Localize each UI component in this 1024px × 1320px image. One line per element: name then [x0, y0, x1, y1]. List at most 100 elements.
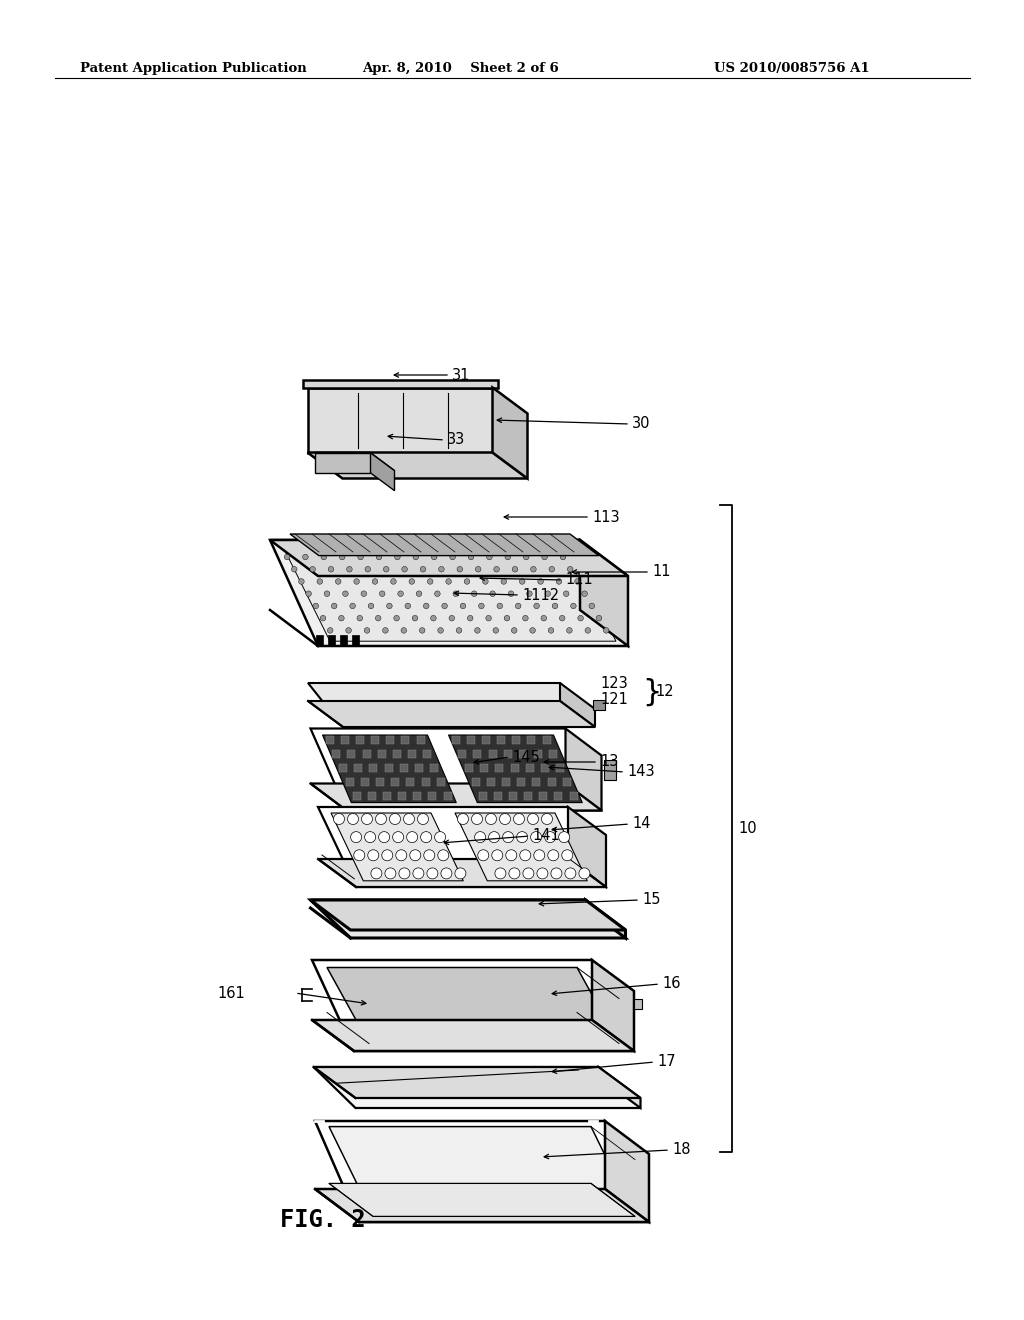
Circle shape: [390, 578, 396, 585]
Bar: [472, 779, 480, 787]
Circle shape: [488, 832, 500, 842]
Bar: [519, 750, 527, 758]
Polygon shape: [331, 813, 463, 880]
Text: 18: 18: [672, 1143, 690, 1158]
Text: 30: 30: [632, 417, 650, 432]
Polygon shape: [586, 900, 626, 939]
Circle shape: [549, 566, 555, 572]
Circle shape: [574, 578, 581, 585]
Circle shape: [506, 850, 517, 861]
Polygon shape: [592, 960, 634, 1051]
Bar: [504, 750, 512, 758]
Bar: [488, 750, 497, 758]
Text: 31: 31: [452, 367, 470, 383]
Bar: [417, 737, 425, 744]
Circle shape: [339, 554, 345, 560]
Polygon shape: [312, 960, 634, 1051]
Bar: [368, 792, 376, 800]
Bar: [354, 764, 362, 772]
Circle shape: [401, 627, 407, 634]
Circle shape: [357, 615, 362, 620]
Circle shape: [395, 850, 407, 861]
Circle shape: [387, 603, 392, 609]
Bar: [430, 764, 438, 772]
Circle shape: [329, 566, 334, 572]
Circle shape: [585, 627, 591, 634]
Polygon shape: [593, 700, 605, 710]
Text: 141: 141: [532, 829, 560, 843]
Bar: [452, 737, 460, 744]
Circle shape: [339, 615, 344, 620]
Bar: [391, 779, 399, 787]
Circle shape: [548, 627, 554, 634]
Circle shape: [450, 554, 456, 560]
Circle shape: [552, 603, 558, 609]
Bar: [543, 737, 551, 744]
Polygon shape: [327, 968, 618, 1044]
Bar: [556, 764, 564, 772]
Circle shape: [413, 615, 418, 620]
Circle shape: [520, 850, 530, 861]
Circle shape: [416, 591, 422, 597]
Circle shape: [475, 832, 485, 842]
Circle shape: [495, 869, 506, 879]
Bar: [532, 779, 541, 787]
Circle shape: [492, 850, 503, 861]
Circle shape: [361, 813, 373, 825]
Circle shape: [350, 603, 355, 609]
Bar: [378, 750, 386, 758]
Bar: [527, 737, 536, 744]
Circle shape: [325, 591, 330, 597]
Circle shape: [467, 615, 473, 620]
Circle shape: [365, 566, 371, 572]
Circle shape: [343, 591, 348, 597]
Circle shape: [357, 554, 364, 560]
Circle shape: [434, 591, 440, 597]
Polygon shape: [310, 784, 601, 810]
Circle shape: [354, 578, 359, 585]
Circle shape: [565, 869, 575, 879]
Polygon shape: [449, 735, 583, 803]
Circle shape: [523, 869, 534, 879]
Circle shape: [545, 832, 556, 842]
Bar: [341, 737, 348, 744]
Circle shape: [529, 627, 536, 634]
Bar: [496, 764, 504, 772]
Bar: [423, 750, 431, 758]
Bar: [371, 737, 379, 744]
Polygon shape: [315, 1189, 649, 1222]
Circle shape: [403, 813, 415, 825]
Text: 11: 11: [652, 565, 671, 579]
Polygon shape: [313, 1067, 640, 1098]
Text: 113: 113: [592, 510, 620, 524]
Circle shape: [501, 578, 507, 585]
Bar: [540, 792, 547, 800]
Bar: [328, 635, 335, 645]
Circle shape: [347, 813, 358, 825]
Polygon shape: [568, 807, 606, 887]
Text: 14: 14: [632, 817, 650, 832]
Polygon shape: [270, 540, 628, 645]
Polygon shape: [323, 735, 457, 803]
Circle shape: [394, 554, 400, 560]
Circle shape: [453, 591, 459, 597]
Circle shape: [449, 615, 455, 620]
Bar: [409, 750, 416, 758]
Bar: [360, 779, 369, 787]
Circle shape: [567, 566, 573, 572]
Circle shape: [582, 591, 588, 597]
Circle shape: [346, 627, 351, 634]
Polygon shape: [455, 813, 588, 880]
Circle shape: [517, 832, 527, 842]
Bar: [549, 750, 557, 758]
Circle shape: [468, 554, 474, 560]
Circle shape: [383, 627, 388, 634]
Circle shape: [372, 578, 378, 585]
Polygon shape: [315, 1121, 649, 1222]
Circle shape: [376, 554, 382, 560]
Text: 121: 121: [600, 692, 628, 706]
Polygon shape: [329, 1126, 635, 1217]
Circle shape: [285, 554, 290, 560]
Circle shape: [541, 615, 547, 620]
Polygon shape: [310, 900, 626, 931]
